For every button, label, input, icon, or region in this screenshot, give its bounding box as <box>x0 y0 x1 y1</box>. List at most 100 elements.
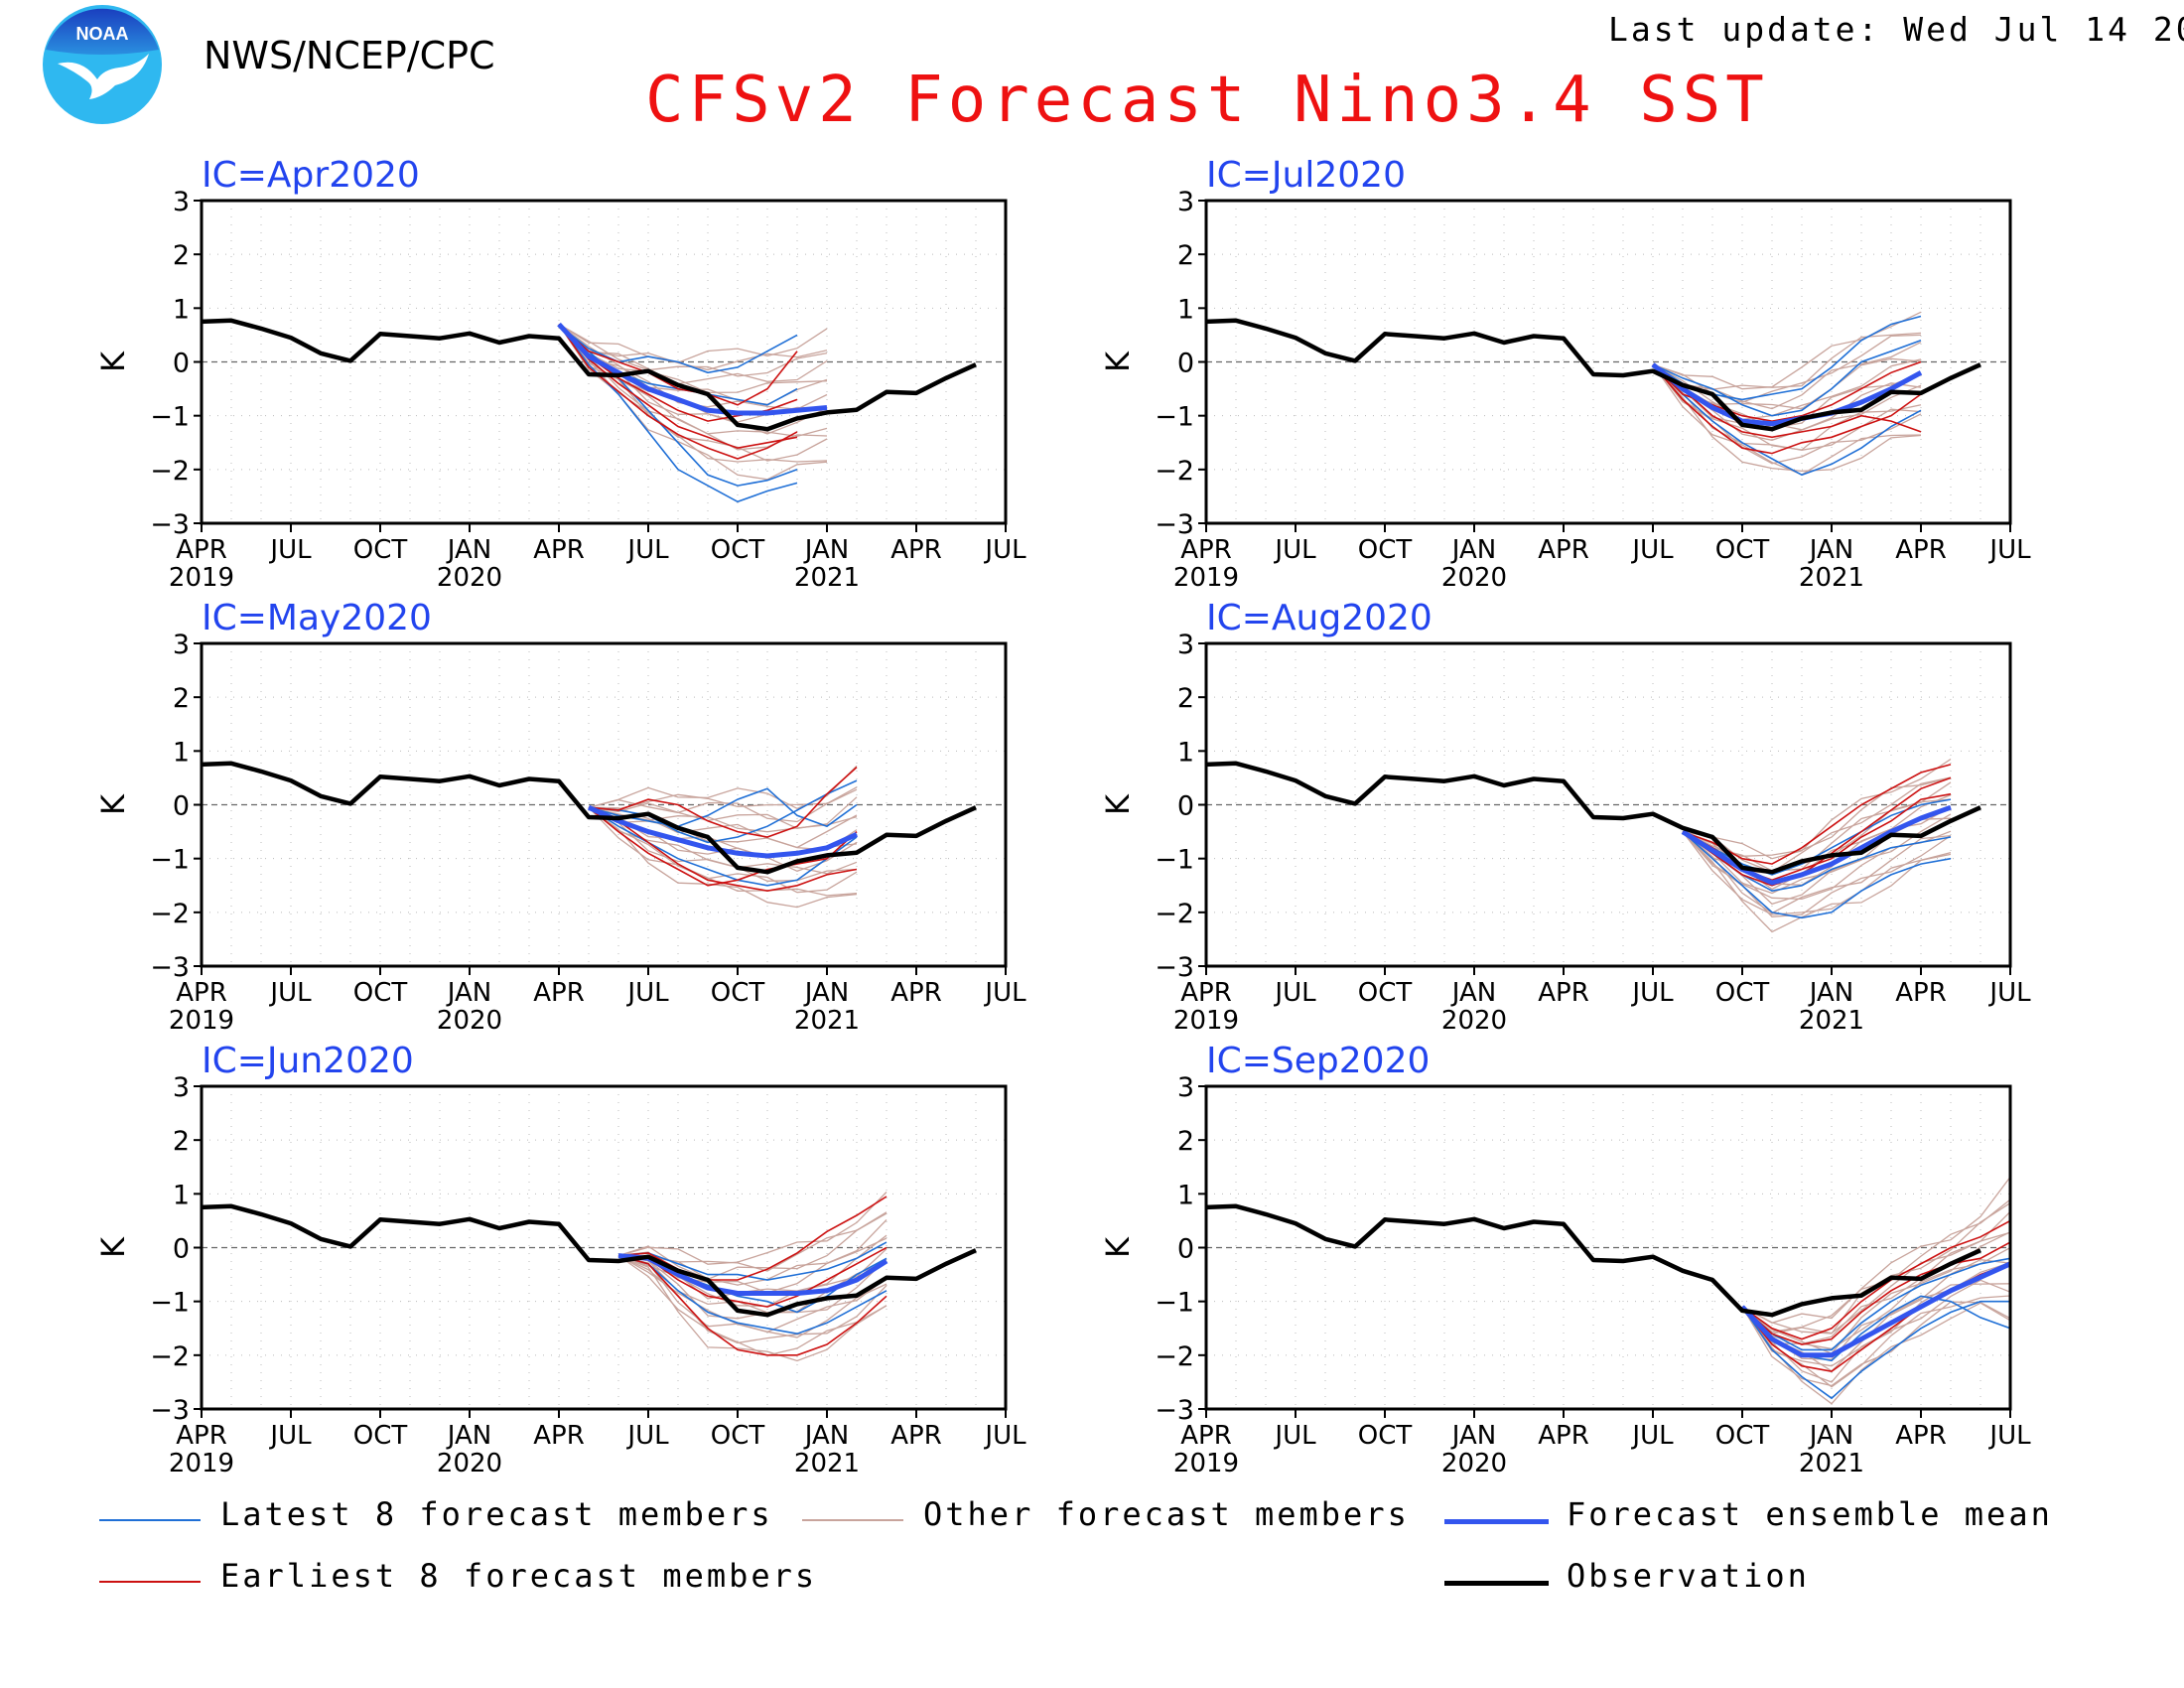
svg-text:NOAA: NOAA <box>76 24 129 44</box>
y-tick-label: 3 <box>1177 630 1194 660</box>
x-tick-year-label: 2021 <box>1799 563 1864 593</box>
observation-line <box>1205 318 1981 432</box>
x-tick-label: OCT <box>1358 978 1413 1008</box>
other-member-line <box>558 324 828 463</box>
x-tick-label: JUL <box>268 978 312 1008</box>
other-member-line <box>617 1248 887 1308</box>
x-tick-label: OCT <box>1715 1421 1770 1451</box>
x-tick-year-label: 2019 <box>169 563 234 593</box>
x-tick-label: APR <box>1895 978 1947 1008</box>
latest-member-line <box>1652 340 1922 417</box>
ensemble-mean-line <box>1651 362 1923 427</box>
x-tick-label: JUL <box>268 1421 312 1451</box>
x-tick-label: JAN <box>1450 978 1496 1008</box>
y-tick-label: −3 <box>150 509 190 540</box>
x-tick-label: JUL <box>1273 1421 1316 1451</box>
y-tick-label: −2 <box>1155 1341 1194 1372</box>
other-member-line <box>1682 830 1952 901</box>
y-tick-label: 2 <box>173 683 190 714</box>
x-tick-label: APR <box>533 1421 585 1451</box>
x-tick-label: JUL <box>1630 535 1674 565</box>
latest-member-line <box>558 325 798 374</box>
x-tick-label: OCT <box>353 535 408 565</box>
other-member-line <box>558 324 828 371</box>
x-tick-label: JAN <box>803 1421 849 1451</box>
x-tick-label: JUL <box>1630 1421 1674 1451</box>
latest-member-line <box>1741 1257 2011 1351</box>
other-member-line <box>1741 1177 2011 1325</box>
other-member-line <box>1652 311 1922 390</box>
y-tick-label: −3 <box>150 1395 190 1426</box>
x-tick-year-label: 2021 <box>794 1449 860 1478</box>
x-tick-label: JUL <box>983 978 1026 1008</box>
y-tick-label: −2 <box>150 899 190 929</box>
y-tick-label: 1 <box>1177 1180 1194 1210</box>
x-tick-label: JAN <box>446 1421 491 1451</box>
x-tick-label: APR <box>1895 535 1947 565</box>
ensemble-mean-line <box>617 1253 888 1296</box>
y-tick-label: 2 <box>1177 683 1194 714</box>
x-tick-label: JAN <box>446 978 491 1008</box>
ensemble-mean-line <box>1740 1261 2012 1358</box>
x-tick-year-label: 2019 <box>1173 1449 1239 1478</box>
x-tick-year-label: 2021 <box>794 563 860 593</box>
other-member-line <box>1652 363 1922 431</box>
y-tick-label: 3 <box>1177 187 1194 217</box>
legend-mean-swatch <box>1444 1519 1549 1524</box>
y-tick-label: −1 <box>150 845 190 876</box>
other-member-line <box>1652 363 1922 473</box>
legend-mean-label: Forecast ensemble mean <box>1567 1495 2053 1533</box>
earliest-member-line <box>1652 363 1922 455</box>
x-tick-label: OCT <box>711 978 765 1008</box>
x-tick-label: JAN <box>1450 1421 1496 1451</box>
x-tick-label: OCT <box>1358 535 1413 565</box>
y-tick-label: −1 <box>1155 845 1194 876</box>
x-tick-year-label: 2019 <box>169 1006 234 1036</box>
x-tick-label: APR <box>1538 1421 1589 1451</box>
other-member-line <box>1741 1302 2011 1405</box>
panel-title: IC=Apr2020 <box>202 155 420 196</box>
y-tick-label: 0 <box>173 1234 190 1265</box>
legend-earliest-swatch <box>99 1581 201 1583</box>
y-axis-label: K <box>1099 793 1137 815</box>
y-tick-label: −2 <box>150 456 190 487</box>
other-member-line <box>1741 1283 2011 1367</box>
x-tick-label: APR <box>176 535 227 565</box>
legend-latest-swatch <box>99 1519 201 1521</box>
y-tick-label: −1 <box>150 402 190 433</box>
earliest-member-line <box>1741 1241 2011 1345</box>
x-tick-year-label: 2020 <box>1441 1006 1507 1036</box>
panel-title: IC=Jun2020 <box>202 1041 414 1081</box>
observation-line <box>1205 1203 1981 1318</box>
y-tick-label: 0 <box>173 349 190 379</box>
legend-observation-swatch <box>1444 1581 1549 1586</box>
x-tick-label: APR <box>1180 978 1232 1008</box>
x-tick-label: JAN <box>1808 978 1853 1008</box>
other-member-line <box>617 1255 887 1334</box>
earliest-member-line <box>1652 363 1922 439</box>
x-tick-label: APR <box>176 978 227 1008</box>
x-tick-label: JAN <box>1808 535 1853 565</box>
other-member-line <box>558 324 828 363</box>
other-member-line <box>558 324 828 481</box>
y-tick-label: 0 <box>1177 349 1194 379</box>
legend-latest-label: Latest 8 forecast members <box>220 1495 773 1533</box>
y-tick-label: 1 <box>1177 737 1194 768</box>
y-tick-label: −2 <box>1155 899 1194 929</box>
y-tick-label: 1 <box>1177 294 1194 325</box>
observation-line <box>201 318 977 432</box>
y-tick-label: 0 <box>1177 1234 1194 1265</box>
x-tick-year-label: 2020 <box>1441 563 1507 593</box>
y-tick-label: −1 <box>1155 1288 1194 1319</box>
x-tick-label: JUL <box>1273 978 1316 1008</box>
y-tick-label: −1 <box>1155 402 1194 433</box>
y-tick-label: 3 <box>173 187 190 217</box>
y-tick-label: 0 <box>173 791 190 822</box>
x-tick-label: JUL <box>983 535 1026 565</box>
x-tick-year-label: 2020 <box>437 1449 502 1478</box>
y-axis-label: K <box>1099 1236 1137 1258</box>
latest-member-line <box>617 1254 887 1336</box>
